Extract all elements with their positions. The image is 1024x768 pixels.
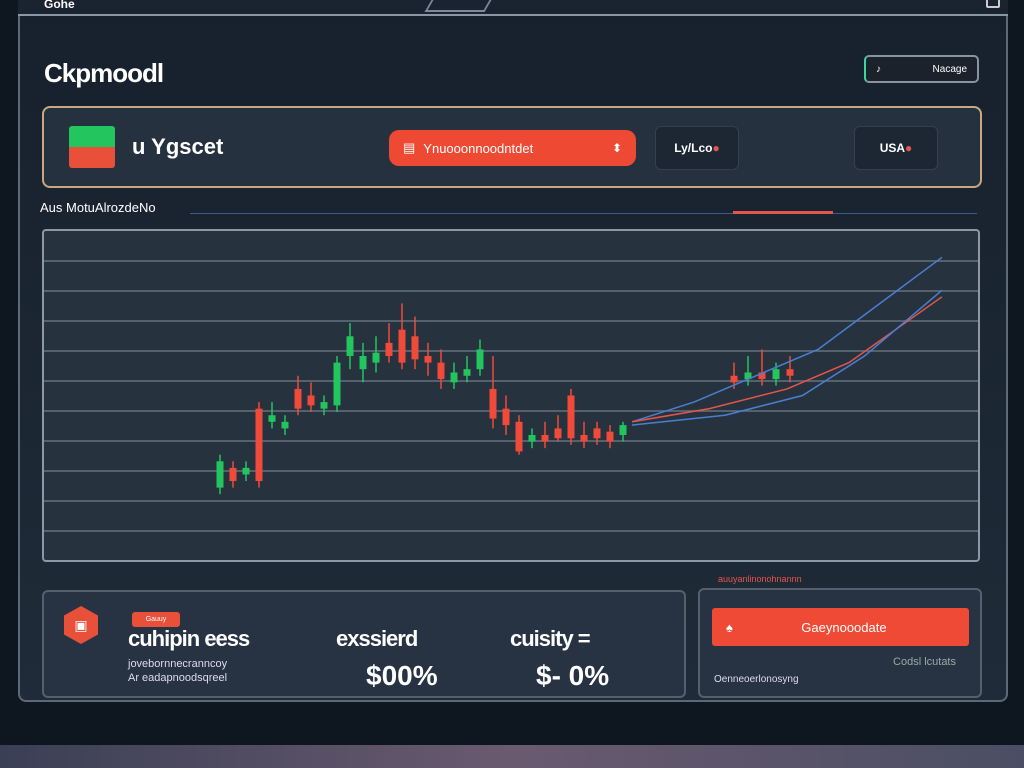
window-tab[interactable] [424, 0, 492, 12]
candle [489, 388, 497, 419]
drop-icon: ● [905, 141, 913, 155]
d-icon: ♪ [876, 63, 881, 75]
candle [320, 402, 328, 409]
desk-background [0, 745, 1024, 768]
pair-label: Ly/Lco [674, 141, 713, 155]
candle [528, 434, 536, 442]
candle [346, 336, 354, 357]
candle [515, 421, 523, 452]
candle [281, 421, 289, 429]
candle [229, 467, 237, 482]
candle [619, 425, 627, 435]
divider [190, 213, 977, 214]
summary-card: ▣ Gauuy cuhipin eess jovebornnecranncoy … [42, 590, 686, 698]
region-button[interactable]: USA ● [854, 126, 938, 170]
right-panel-label: auuyanlinonohnannn [718, 574, 802, 584]
candle [554, 428, 562, 439]
col2-label: cuisity = [510, 626, 591, 651]
pair-button[interactable]: Ly/Lco ● [655, 126, 739, 170]
asset-logo [69, 126, 115, 168]
candle [567, 395, 575, 439]
toggle-label: Nacage [932, 63, 967, 75]
candle [606, 431, 614, 442]
status-badge: Gauuy [132, 612, 180, 627]
candle [411, 336, 419, 360]
document-icon: ▤ [403, 140, 416, 155]
candle [450, 372, 458, 383]
camera-icon: ▣ [64, 606, 98, 644]
summary-title: cuhipin eess [128, 626, 250, 651]
candle [307, 395, 315, 406]
candle [372, 352, 380, 363]
trend-line [631, 256, 943, 423]
footer-text: Oenneoerlonosyng [714, 674, 799, 685]
candle [730, 375, 738, 383]
generate-button[interactable]: ♠ Gaeynooodate [712, 608, 969, 646]
active-indicator [733, 211, 833, 214]
region-label: USA [879, 141, 906, 155]
details-link[interactable]: Codsl lcutats [893, 656, 956, 668]
candle [268, 415, 276, 422]
generate-label: Gaeynooodate [801, 619, 887, 635]
mode-toggle[interactable]: ♪ Nacage [864, 55, 979, 83]
candle [502, 408, 510, 426]
sort-caret-icon: ⬍ [611, 141, 622, 155]
candle [359, 356, 367, 370]
market-select[interactable]: ▤ Ynuooonnoodntdet ⬍ [389, 130, 636, 166]
spade-icon: ♠ [726, 619, 733, 635]
candle [242, 467, 250, 475]
chart-svg [44, 256, 978, 532]
candle [398, 329, 406, 363]
col1-label: exssierd [336, 626, 418, 651]
candle [216, 461, 224, 488]
candle [437, 362, 445, 380]
candle [593, 428, 601, 439]
select-value: Ynuooonnoodntdet [423, 140, 534, 156]
candle [255, 408, 263, 482]
summary-line-1: jovebornnecranncoy [128, 658, 228, 670]
asset-name: u Ygscet [132, 134, 224, 159]
trend-line [631, 296, 943, 423]
page-title: Ckpmoodl [44, 58, 164, 88]
candle [744, 372, 752, 380]
candle [424, 356, 432, 363]
trend-line [631, 289, 943, 426]
candle [294, 388, 302, 409]
section-label: Aus MotuAlrozdeNo [40, 200, 156, 215]
asset-panel: u Ygscet ▤ Ynuooonnoodntdet ⬍ Ly/Lco ● US… [42, 106, 982, 188]
col2-value: $- 0% [536, 660, 610, 691]
window-icon[interactable] [986, 0, 1000, 8]
candle [541, 434, 549, 442]
candle [476, 349, 484, 370]
summary-line-2: Ar eadapnoodsqreel [128, 672, 228, 684]
col1-value: $00% [366, 660, 438, 691]
title-bar: Gohe [18, 0, 1008, 16]
action-panel: ♠ Gaeynooodate Codsl lcutats Oenneoerlon… [698, 588, 982, 698]
window-title: Gohe [44, 0, 75, 11]
candle [580, 434, 588, 442]
candle [385, 342, 393, 357]
candle [786, 369, 794, 376]
drop-icon: ● [712, 141, 720, 155]
candle [772, 369, 780, 380]
candle [758, 372, 766, 380]
price-chart[interactable] [42, 229, 980, 562]
candle [333, 362, 341, 406]
candle [463, 369, 471, 376]
